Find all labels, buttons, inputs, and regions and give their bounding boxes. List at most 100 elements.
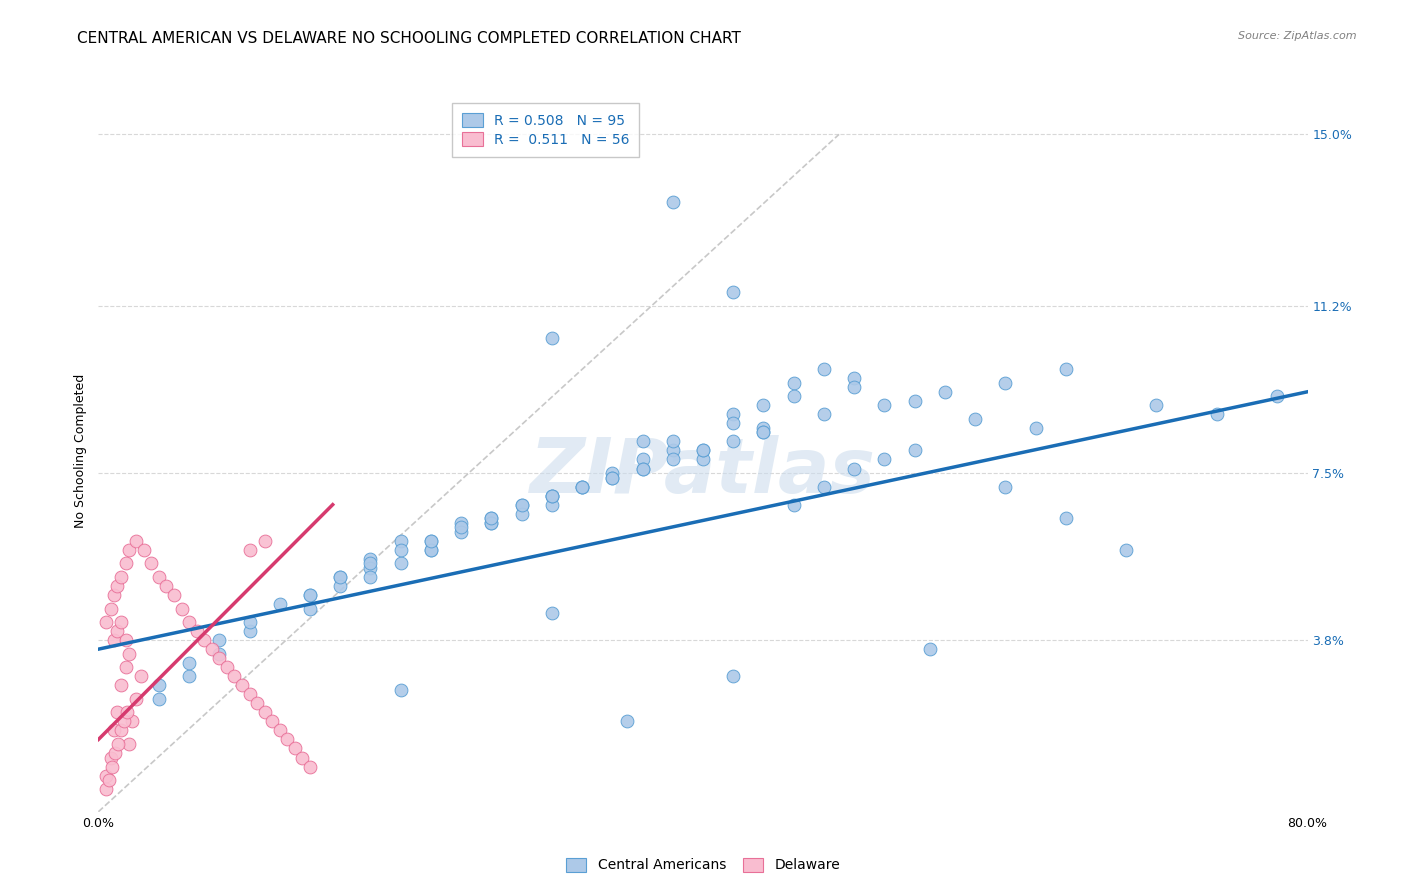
Point: [1024, 421, 1046, 435]
Point: [813, 362, 835, 376]
Point: [193, 633, 215, 648]
Y-axis label: No Schooling Completed: No Schooling Completed: [73, 374, 87, 527]
Point: [1144, 398, 1167, 412]
Point: [510, 498, 533, 512]
Point: [201, 642, 224, 657]
Point: [873, 452, 896, 467]
Point: [94, 769, 117, 783]
Point: [1267, 389, 1289, 403]
Point: [208, 633, 231, 648]
Point: [692, 443, 714, 458]
Point: [125, 691, 148, 706]
Point: [125, 533, 148, 548]
Point: [231, 678, 253, 692]
Point: [844, 371, 866, 385]
Point: [389, 557, 412, 571]
Point: [179, 656, 201, 670]
Point: [904, 443, 927, 458]
Point: [155, 579, 177, 593]
Point: [148, 678, 170, 692]
Text: Source: ZipAtlas.com: Source: ZipAtlas.com: [1239, 31, 1357, 41]
Point: [389, 533, 412, 548]
Point: [904, 393, 927, 408]
Point: [110, 678, 132, 692]
Point: [299, 588, 322, 602]
Point: [110, 723, 132, 738]
Point: [112, 714, 135, 729]
Point: [752, 425, 775, 440]
Point: [118, 647, 141, 661]
Point: [723, 434, 745, 449]
Point: [450, 516, 472, 530]
Point: [114, 633, 136, 648]
Point: [994, 480, 1017, 494]
Point: [224, 669, 246, 683]
Point: [510, 498, 533, 512]
Point: [661, 434, 683, 449]
Point: [262, 714, 284, 729]
Point: [208, 651, 231, 665]
Point: [723, 285, 745, 300]
Point: [692, 452, 714, 467]
Point: [129, 669, 152, 683]
Point: [105, 706, 128, 720]
Point: [186, 624, 208, 639]
Point: [329, 570, 352, 584]
Point: [661, 452, 683, 467]
Point: [692, 443, 714, 458]
Point: [602, 470, 624, 484]
Point: [844, 461, 866, 475]
Point: [752, 421, 775, 435]
Point: [269, 723, 291, 738]
Point: [510, 507, 533, 521]
Point: [103, 723, 125, 738]
Point: [170, 601, 193, 615]
Point: [299, 588, 322, 602]
Point: [571, 480, 593, 494]
Point: [661, 443, 683, 458]
Point: [918, 642, 941, 657]
Point: [141, 557, 163, 571]
Point: [98, 773, 121, 788]
Point: [360, 551, 382, 566]
Point: [631, 434, 654, 449]
Legend: R = 0.508   N = 95, R =  0.511   N = 56: R = 0.508 N = 95, R = 0.511 N = 56: [453, 103, 640, 157]
Point: [360, 570, 382, 584]
Point: [752, 398, 775, 412]
Point: [179, 669, 201, 683]
Point: [813, 480, 835, 494]
Point: [540, 330, 562, 344]
Text: CENTRAL AMERICAN VS DELAWARE NO SCHOOLING COMPLETED CORRELATION CHART: CENTRAL AMERICAN VS DELAWARE NO SCHOOLIN…: [77, 31, 741, 46]
Point: [571, 480, 593, 494]
Point: [616, 714, 638, 729]
Point: [239, 624, 262, 639]
Point: [481, 511, 503, 525]
Point: [284, 741, 307, 756]
Point: [269, 597, 291, 611]
Point: [571, 480, 593, 494]
Point: [723, 407, 745, 421]
Point: [114, 660, 136, 674]
Point: [723, 669, 745, 683]
Point: [631, 452, 654, 467]
Point: [602, 470, 624, 484]
Point: [965, 412, 987, 426]
Point: [163, 588, 186, 602]
Point: [540, 489, 562, 503]
Point: [783, 389, 806, 403]
Point: [994, 376, 1017, 390]
Point: [100, 750, 122, 764]
Point: [299, 601, 322, 615]
Point: [107, 737, 129, 751]
Point: [105, 624, 128, 639]
Point: [246, 696, 269, 710]
Point: [360, 561, 382, 575]
Point: [540, 498, 562, 512]
Point: [420, 542, 443, 557]
Point: [291, 750, 314, 764]
Point: [783, 376, 806, 390]
Point: [540, 489, 562, 503]
Point: [94, 782, 117, 797]
Point: [148, 570, 170, 584]
Text: ZIPatlas: ZIPatlas: [530, 435, 876, 509]
